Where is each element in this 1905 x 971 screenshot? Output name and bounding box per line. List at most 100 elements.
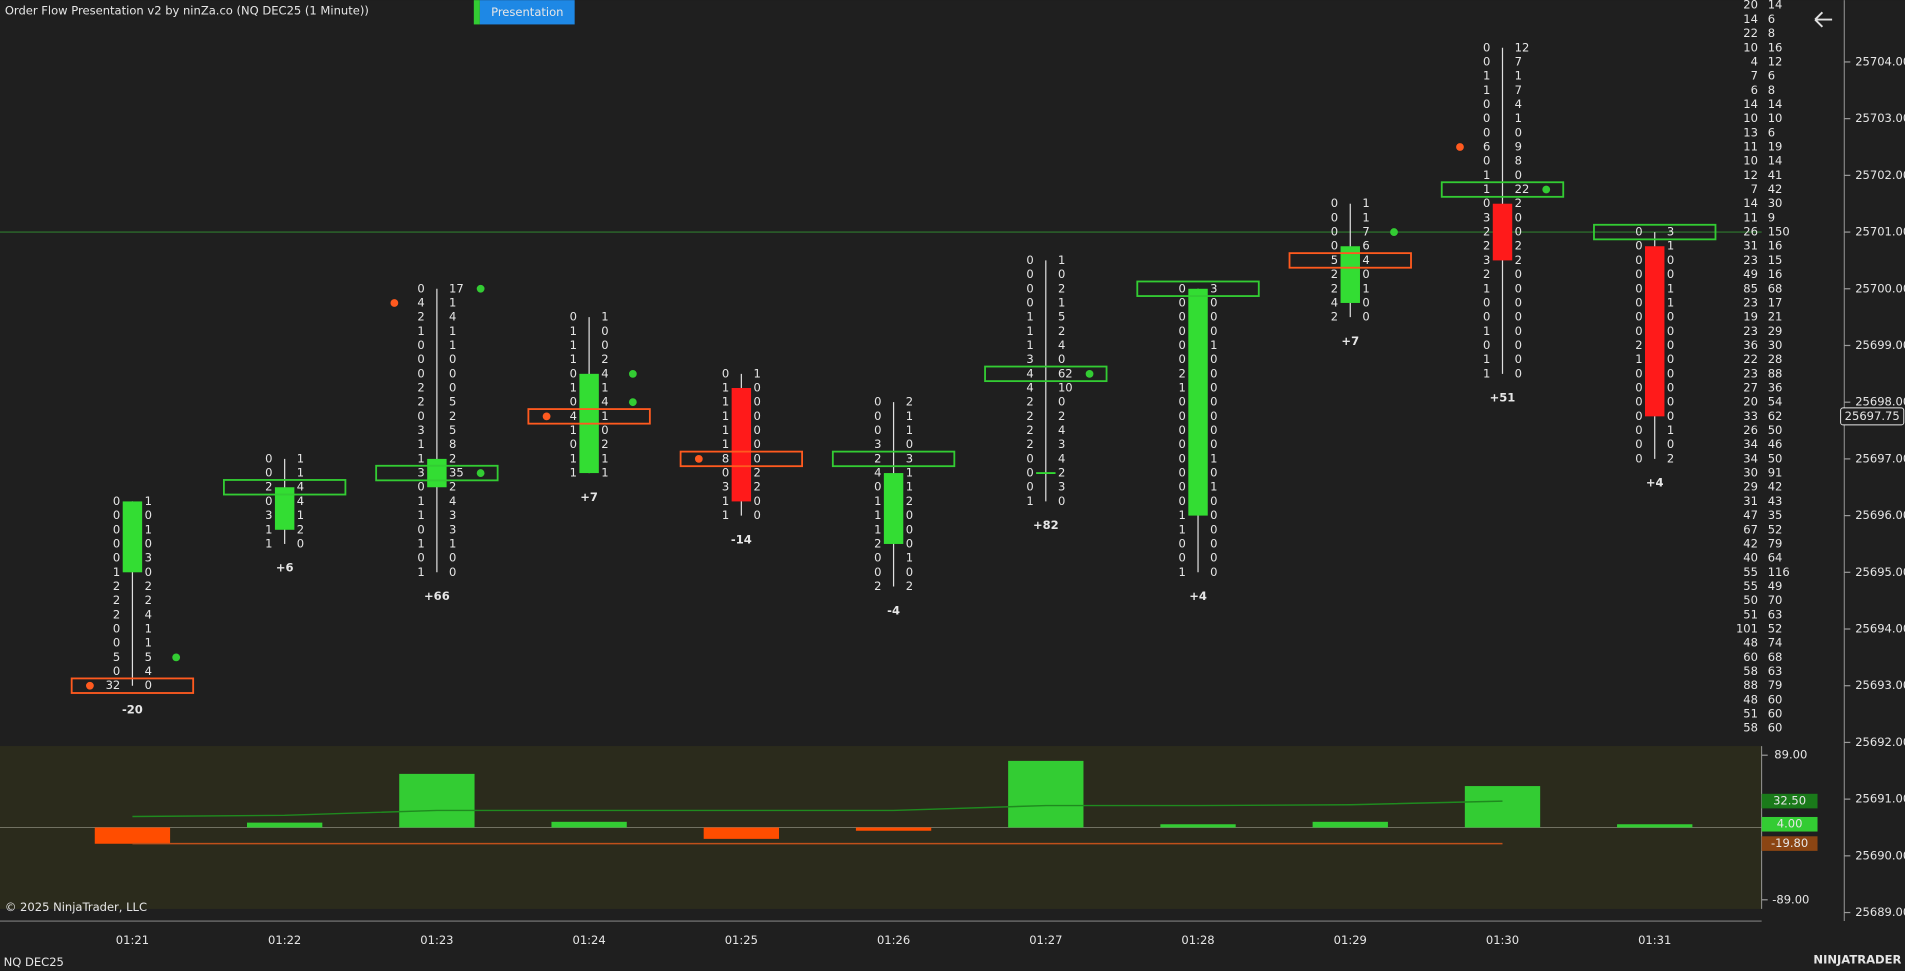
bid-volume: 0 <box>417 338 424 352</box>
bid-volume: 1 <box>722 508 729 522</box>
poc-box <box>1136 280 1260 297</box>
bid-volume: 0 <box>1635 395 1642 409</box>
ask-volume: 1 <box>1058 295 1065 309</box>
ask-imbalance-dot <box>476 284 485 293</box>
ask-volume: 0 <box>1058 267 1065 281</box>
bid-volume: 2 <box>1026 409 1033 423</box>
ask-volume: 0 <box>1667 381 1674 395</box>
bid-volume: 1 <box>722 437 729 451</box>
ask-volume: 4 <box>1362 253 1369 267</box>
candle-body <box>122 501 143 573</box>
ask-volume: 0 <box>1667 267 1674 281</box>
profile-bid: 7 <box>1751 182 1758 196</box>
profile-ask: 15 <box>1768 253 1783 267</box>
ask-volume: 0 <box>1515 210 1522 224</box>
delta-histogram-bar <box>855 827 932 831</box>
profile-ask: 79 <box>1768 678 1783 692</box>
bid-volume: 0 <box>113 536 120 550</box>
ask-volume: 0 <box>1515 310 1522 324</box>
bid-volume: 6 <box>1483 140 1490 154</box>
ask-volume: 1 <box>145 622 152 636</box>
presentation-button[interactable] <box>479 0 575 25</box>
bid-volume: 0 <box>113 636 120 650</box>
bid-volume: 0 <box>570 437 577 451</box>
ask-volume: 0 <box>1058 395 1065 409</box>
bid-imbalance-dot <box>1456 143 1464 151</box>
profile-bid: 88 <box>1743 678 1758 692</box>
bid-volume: 3 <box>417 423 424 437</box>
poc-box <box>222 479 347 496</box>
bid-volume: 1 <box>417 437 424 451</box>
profile-ask: 60 <box>1768 692 1783 706</box>
bid-volume: 0 <box>417 281 424 295</box>
ask-volume: 0 <box>1210 508 1217 522</box>
profile-ask: 68 <box>1768 281 1783 295</box>
profile-ask: 116 <box>1768 565 1790 579</box>
bid-volume: 1 <box>570 381 577 395</box>
ask-volume: 0 <box>1515 324 1522 338</box>
ask-volume: 2 <box>145 579 152 593</box>
bid-volume: 3 <box>722 480 729 494</box>
bid-volume: 1 <box>265 536 272 550</box>
profile-bid: 27 <box>1743 381 1758 395</box>
profile-bid: 23 <box>1743 295 1758 309</box>
bid-volume: 0 <box>1179 437 1186 451</box>
poc-box <box>831 450 956 468</box>
bid-volume: 0 <box>113 551 120 565</box>
ask-volume: 0 <box>1210 366 1217 380</box>
profile-bid: 22 <box>1743 352 1758 366</box>
bid-volume: 4 <box>1026 366 1033 380</box>
ask-volume: 1 <box>145 522 152 536</box>
ask-volume: 8 <box>449 437 456 451</box>
ask-volume: 4 <box>1515 97 1522 111</box>
bid-volume: 0 <box>1635 366 1642 380</box>
candle-body <box>1188 288 1208 516</box>
bid-volume: 4 <box>1331 295 1338 309</box>
bid-volume: 32 <box>106 678 121 692</box>
bid-volume: 0 <box>113 522 120 536</box>
bid-volume: 2 <box>1635 338 1642 352</box>
bid-volume: 1 <box>1483 168 1490 182</box>
delta-label: +6 <box>276 561 294 575</box>
profile-bid: 85 <box>1743 281 1758 295</box>
delta-histogram-bar <box>551 821 627 828</box>
bid-volume: 1 <box>1179 565 1186 579</box>
bid-volume: 0 <box>1331 196 1338 210</box>
bid-volume: 0 <box>1635 267 1642 281</box>
bid-volume: 0 <box>1179 295 1186 309</box>
profile-ask: 41 <box>1768 168 1783 182</box>
x-tick-label: 01:22 <box>268 933 301 947</box>
bid-volume: 1 <box>722 409 729 423</box>
profile-ask: 42 <box>1768 480 1783 494</box>
profile-ask: 43 <box>1768 494 1783 508</box>
back-arrow[interactable] <box>1814 11 1833 28</box>
ask-volume: 0 <box>449 366 456 380</box>
profile-bid: 12 <box>1743 168 1758 182</box>
button-label[interactable]: Presentation <box>491 5 563 19</box>
ask-volume: 1 <box>906 466 913 480</box>
ask-volume: 2 <box>449 480 456 494</box>
bid-volume: 1 <box>570 338 577 352</box>
profile-ask: 16 <box>1768 239 1783 253</box>
bid-volume: 0 <box>570 310 577 324</box>
ask-volume: 2 <box>906 579 913 593</box>
ask-volume: 0 <box>906 536 913 550</box>
ask-imbalance-dot <box>1542 185 1551 194</box>
bid-volume: 0 <box>1331 239 1338 253</box>
ask-volume: 0 <box>601 324 608 338</box>
ask-volume: 5 <box>145 650 152 664</box>
bid-volume: 0 <box>1179 466 1186 480</box>
profile-ask: 8 <box>1768 26 1775 40</box>
delta-histogram-bar <box>246 822 323 828</box>
bid-volume: 0 <box>874 395 881 409</box>
bid-imbalance-dot <box>694 455 703 463</box>
bid-volume: 2 <box>1331 310 1338 324</box>
ask-volume: 4 <box>601 395 608 409</box>
bid-volume: 0 <box>570 366 577 380</box>
poc-box <box>375 464 499 482</box>
ask-volume: 0 <box>1210 536 1217 550</box>
last-price-label: 25697.75 <box>1845 409 1900 423</box>
ask-volume: 0 <box>1667 324 1674 338</box>
ask-volume: 2 <box>601 352 608 366</box>
profile-bid: 30 <box>1743 466 1758 480</box>
